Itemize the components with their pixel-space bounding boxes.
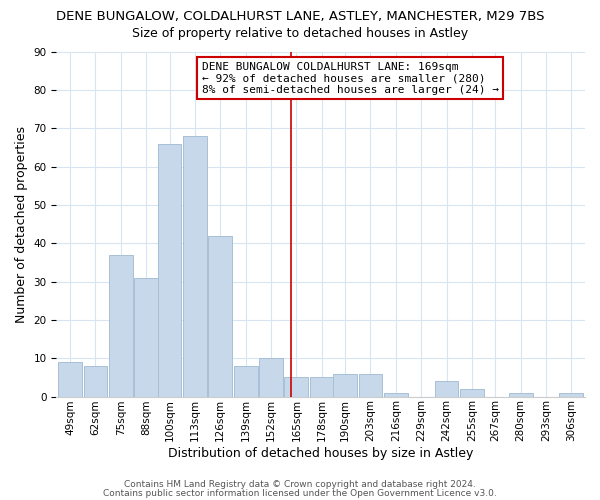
Bar — [284, 378, 308, 396]
Text: Contains public sector information licensed under the Open Government Licence v3: Contains public sector information licen… — [103, 488, 497, 498]
Y-axis label: Number of detached properties: Number of detached properties — [15, 126, 28, 322]
Text: DENE BUNGALOW, COLDALHURST LANE, ASTLEY, MANCHESTER, M29 7BS: DENE BUNGALOW, COLDALHURST LANE, ASTLEY,… — [56, 10, 544, 23]
Bar — [158, 144, 181, 396]
Bar — [310, 378, 334, 396]
Bar — [109, 254, 133, 396]
Bar — [359, 374, 382, 396]
X-axis label: Distribution of detached houses by size in Astley: Distribution of detached houses by size … — [168, 447, 473, 460]
Bar — [134, 278, 158, 396]
Bar — [333, 374, 357, 396]
Bar — [460, 389, 484, 396]
Bar — [434, 381, 458, 396]
Bar — [384, 392, 407, 396]
Bar — [208, 236, 232, 396]
Bar — [559, 392, 583, 396]
Bar — [83, 366, 107, 396]
Bar — [234, 366, 257, 396]
Text: DENE BUNGALOW COLDALHURST LANE: 169sqm
← 92% of detached houses are smaller (280: DENE BUNGALOW COLDALHURST LANE: 169sqm ←… — [202, 62, 499, 95]
Bar — [58, 362, 82, 396]
Text: Size of property relative to detached houses in Astley: Size of property relative to detached ho… — [132, 28, 468, 40]
Bar — [509, 392, 533, 396]
Text: Contains HM Land Registry data © Crown copyright and database right 2024.: Contains HM Land Registry data © Crown c… — [124, 480, 476, 489]
Bar — [183, 136, 207, 396]
Bar — [259, 358, 283, 397]
